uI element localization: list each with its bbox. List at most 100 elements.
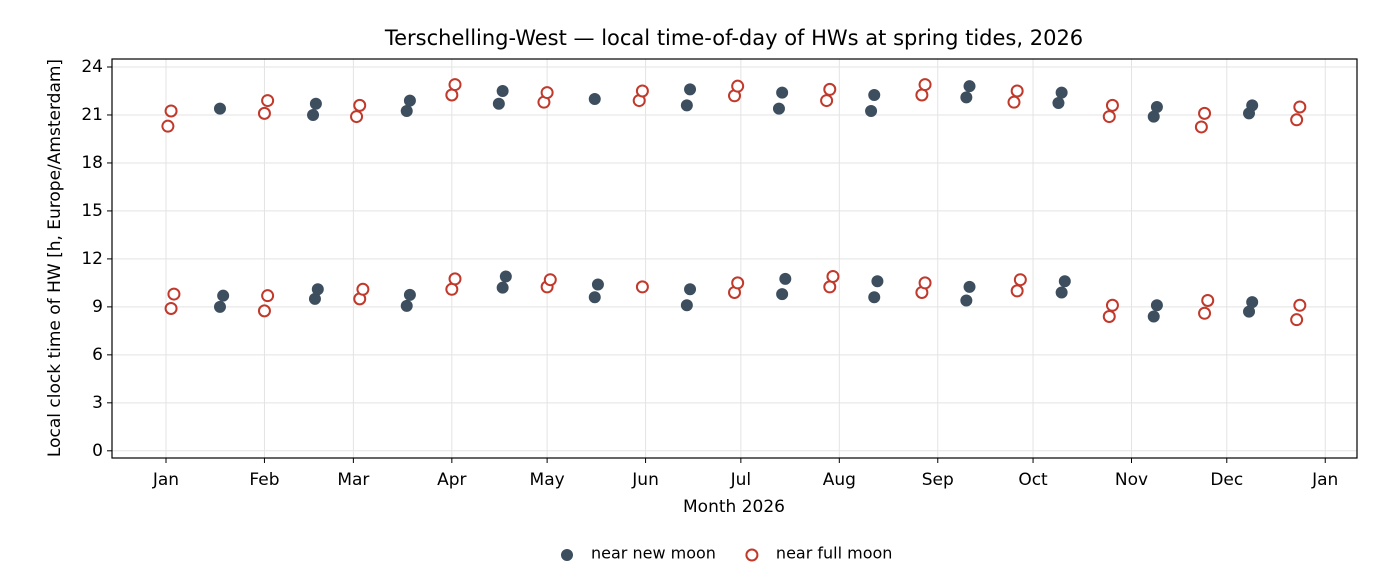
chart-title: Terschelling-West — local time-of-day of…: [384, 26, 1083, 50]
x-tick-label: Aug: [823, 470, 856, 490]
point: [492, 97, 505, 110]
point: [213, 102, 226, 115]
x-tick-label: Sep: [922, 470, 954, 490]
x-tick-label: May: [530, 470, 565, 490]
x-tick-label: Feb: [249, 470, 279, 490]
point: [445, 282, 459, 296]
x-tick-label: Mar: [337, 470, 369, 490]
point: [1201, 293, 1215, 307]
point: [1013, 273, 1027, 287]
point: [868, 88, 881, 101]
point: [1198, 306, 1212, 320]
point: [1290, 313, 1304, 327]
point: [588, 92, 601, 105]
point: [1246, 296, 1259, 309]
point: [1055, 86, 1068, 99]
point: [1058, 275, 1071, 288]
point: [353, 98, 367, 112]
point: [1293, 100, 1307, 114]
point: [540, 86, 554, 100]
point: [776, 288, 789, 301]
point: [963, 280, 976, 293]
point: [826, 269, 840, 283]
point: [591, 278, 604, 291]
point: [680, 299, 693, 312]
point: [1102, 110, 1116, 124]
x-tick-label: Nov: [1115, 470, 1148, 490]
point: [1198, 106, 1212, 120]
point: [635, 280, 649, 294]
y-axis-label: Local clock time of HW [h, Europe/Amster…: [45, 59, 65, 457]
legend-marker: [561, 549, 573, 561]
point: [1010, 84, 1024, 98]
point: [311, 283, 324, 296]
point: [307, 108, 320, 121]
point: [1290, 113, 1304, 127]
point: [684, 283, 697, 296]
point: [496, 281, 509, 294]
point: [684, 83, 697, 96]
point: [261, 94, 275, 108]
point: [350, 110, 364, 124]
legend-marker: [745, 548, 759, 562]
point: [403, 94, 416, 107]
point: [635, 84, 649, 98]
point: [309, 97, 322, 110]
point: [960, 91, 973, 104]
y-tick-label: 6: [92, 345, 103, 365]
legend-label: near full moon: [776, 544, 893, 563]
point: [963, 80, 976, 93]
y-tick-label: 0: [92, 441, 103, 461]
point: [588, 291, 601, 304]
y-tick-label: 18: [81, 153, 103, 173]
point: [167, 287, 181, 301]
point: [680, 99, 693, 112]
legend-label: near new moon: [591, 544, 716, 563]
x-tick-label: Dec: [1210, 470, 1243, 490]
point: [1052, 96, 1065, 109]
point: [1010, 284, 1024, 298]
point: [918, 78, 932, 92]
point: [1150, 299, 1163, 312]
point: [772, 102, 785, 115]
point: [731, 276, 745, 290]
point: [960, 294, 973, 307]
point: [823, 82, 837, 96]
point: [448, 272, 462, 286]
y-tick-label: 12: [81, 249, 103, 269]
point: [543, 273, 557, 287]
point: [1150, 100, 1163, 113]
point: [161, 119, 175, 133]
x-tick-label: Jun: [631, 470, 659, 490]
point: [776, 86, 789, 99]
point: [1105, 98, 1119, 112]
y-tick-label: 3: [92, 393, 103, 413]
point: [1007, 95, 1021, 109]
point: [164, 301, 178, 315]
point: [448, 78, 462, 92]
point: [1105, 298, 1119, 312]
y-tick-label: 9: [92, 297, 103, 317]
y-tick-label: 15: [81, 201, 103, 221]
point: [213, 300, 226, 313]
y-tick-label: 21: [81, 105, 103, 125]
y-tick-label: 24: [81, 57, 103, 77]
point: [779, 272, 792, 285]
point: [400, 299, 413, 312]
point: [1246, 99, 1259, 112]
point: [865, 104, 878, 117]
x-tick-label: Apr: [437, 470, 466, 490]
point: [257, 304, 271, 318]
point: [261, 289, 275, 303]
point: [400, 104, 413, 117]
point: [731, 79, 745, 93]
point: [356, 282, 370, 296]
plot-frame: [111, 58, 1358, 459]
point: [915, 88, 929, 102]
point: [403, 288, 416, 301]
x-tick-label: Jan: [1311, 470, 1338, 490]
point: [1102, 309, 1116, 323]
point: [820, 94, 834, 108]
point: [257, 106, 271, 120]
